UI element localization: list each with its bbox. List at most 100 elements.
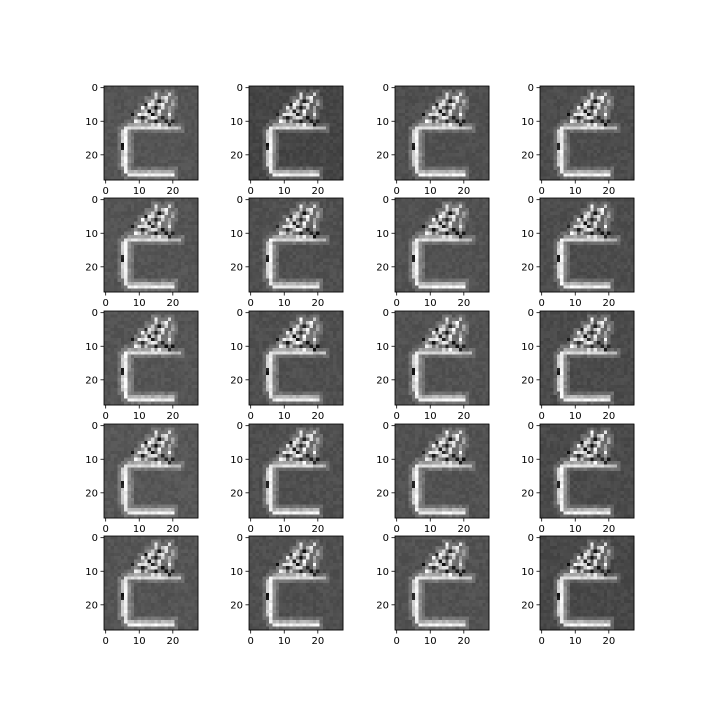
panel-frame [103,535,199,631]
x-tick-label: 0 [538,186,544,197]
x-tick-label: 20 [457,411,470,422]
y-tick-label: 10 [521,455,534,466]
panel-18: 0 10 20 0 10 20 [230,533,344,647]
x-tick-label: 10 [278,524,291,535]
x-tick-label: 10 [424,298,437,309]
x-tick-label: 0 [247,411,253,422]
y-tick-label: 20 [376,150,389,161]
x-tick-label: 20 [166,636,179,647]
x-tick-label: 10 [424,411,437,422]
y-tick-label: 20 [85,150,98,161]
y-tick-label: 0 [237,83,243,94]
x-tick-label: 0 [247,636,253,647]
x-tick-label: 20 [166,186,179,197]
x-tick-label: 10 [133,298,146,309]
panel-image [104,536,199,631]
y-tick-label: 0 [92,308,98,319]
panel-image [249,536,344,631]
y-tick-label: 10 [85,229,98,240]
x-tick-label: 0 [393,636,399,647]
x-tick-label: 10 [569,524,582,535]
y-tick-label: 0 [92,195,98,206]
panel-frame [539,197,635,293]
y-tick-label: 0 [92,533,98,544]
panel-image [104,86,199,181]
panel-frame [248,197,344,293]
x-tick-label: 0 [393,186,399,197]
panel-frame [394,535,490,631]
x-tick-label: 10 [133,411,146,422]
x-tick-label: 0 [247,186,253,197]
panel-frame [248,423,344,519]
y-tick-label: 20 [230,488,243,499]
x-tick-label: 10 [424,636,437,647]
panel-image [395,311,490,406]
y-tick-label: 10 [521,229,534,240]
x-tick-label: 0 [393,524,399,535]
panel-image [104,198,199,293]
panel-image [249,198,344,293]
x-tick-label: 10 [569,298,582,309]
x-tick-label: 0 [247,524,253,535]
y-tick-label: 20 [230,600,243,611]
y-tick-label: 10 [85,117,98,128]
y-tick-label: 0 [383,83,389,94]
x-tick-label: 10 [133,186,146,197]
x-tick-label: 10 [569,636,582,647]
x-tick-label: 0 [102,524,108,535]
y-tick-label: 20 [85,488,98,499]
x-tick-label: 0 [393,298,399,309]
panel-image [104,311,199,406]
x-tick-label: 10 [569,186,582,197]
x-tick-label: 20 [311,186,324,197]
y-tick-label: 10 [376,455,389,466]
panel-image [104,424,199,519]
x-tick-label: 20 [311,636,324,647]
panel-frame [394,310,490,406]
x-tick-label: 20 [166,298,179,309]
x-tick-label: 10 [278,298,291,309]
y-tick-label: 20 [521,375,534,386]
panel-image [395,424,490,519]
panel-5: 0 10 20 0 10 20 [85,195,199,309]
y-tick-label: 20 [230,262,243,273]
x-tick-label: 0 [538,636,544,647]
panel-1: 0 10 20 0 10 20 [85,83,199,197]
panel-16: 0 10 20 0 10 20 [521,421,635,535]
panel-6: 0 10 20 0 10 20 [230,195,344,309]
y-tick-label: 0 [383,421,389,432]
y-tick-label: 0 [383,308,389,319]
y-tick-label: 10 [85,342,98,353]
x-tick-label: 0 [102,298,108,309]
panel-14: 0 10 20 0 10 20 [230,421,344,535]
panel-9: 0 10 20 0 10 20 [85,308,199,422]
panel-3: 0 10 20 0 10 20 [376,83,490,197]
x-tick-label: 10 [278,186,291,197]
y-tick-label: 10 [376,342,389,353]
y-tick-label: 10 [85,567,98,578]
y-tick-label: 10 [376,229,389,240]
x-tick-label: 10 [133,636,146,647]
x-tick-label: 20 [457,524,470,535]
panel-image [540,536,635,631]
panel-12: 0 10 20 0 10 20 [521,308,635,422]
x-tick-label: 20 [602,524,615,535]
panel-frame [539,85,635,181]
panel-13: 0 10 20 0 10 20 [85,421,199,535]
y-tick-label: 20 [521,600,534,611]
x-tick-label: 20 [457,636,470,647]
x-tick-label: 10 [424,524,437,535]
x-tick-label: 20 [602,298,615,309]
y-tick-label: 20 [85,375,98,386]
x-tick-label: 20 [311,411,324,422]
panel-image [395,86,490,181]
y-tick-label: 20 [521,488,534,499]
x-tick-label: 10 [424,186,437,197]
y-tick-label: 0 [528,421,534,432]
y-tick-label: 10 [230,342,243,353]
y-tick-label: 20 [85,600,98,611]
y-tick-label: 10 [376,567,389,578]
panel-2: 0 10 20 0 10 20 [230,83,344,197]
panel-frame [539,310,635,406]
